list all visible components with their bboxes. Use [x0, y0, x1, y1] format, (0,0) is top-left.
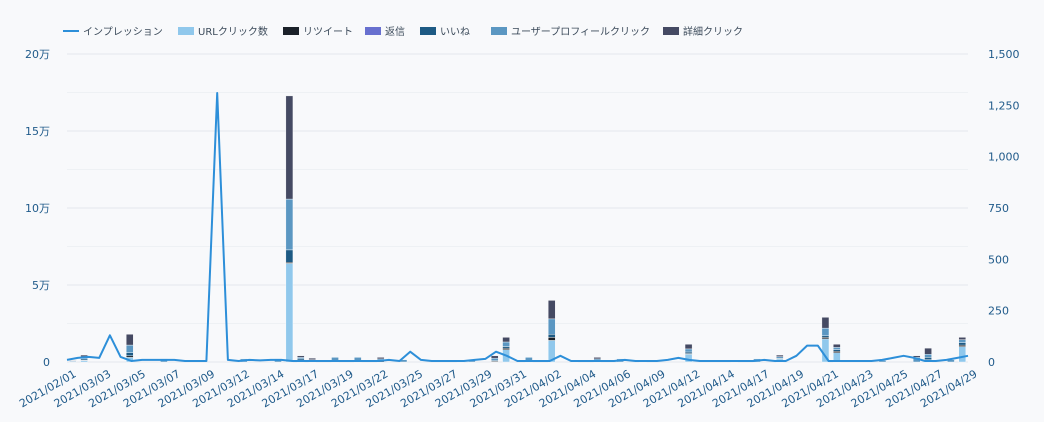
legend-label[interactable]: 返信: [385, 26, 405, 38]
bar-segment-url[interactable]: [285, 263, 294, 363]
legend-label[interactable]: URLクリック数: [198, 25, 268, 38]
bar-segment-rt[interactable]: [125, 355, 134, 358]
bar-segment-dt[interactable]: [684, 344, 693, 350]
bar-segment-pf[interactable]: [833, 347, 841, 350]
bar-segment-pf[interactable]: [125, 344, 134, 353]
bar-segment-pf[interactable]: [924, 354, 932, 358]
legend-label[interactable]: いいね: [440, 26, 470, 38]
bar-segment-dt[interactable]: [125, 334, 134, 346]
legend-swatch-5: [491, 27, 507, 35]
bar-segment-url[interactable]: [958, 346, 967, 363]
bar-segment-dt[interactable]: [833, 344, 841, 348]
y-left-tick-label: 5万: [32, 279, 50, 292]
bar-segment-dt[interactable]: [593, 357, 602, 360]
legend-swatch-4: [420, 27, 436, 35]
bar-segment-rt[interactable]: [821, 337, 830, 340]
bar-segment-rt[interactable]: [502, 347, 510, 350]
y-left-tick-label: 0: [43, 356, 50, 369]
bar-segment-pf[interactable]: [490, 357, 499, 361]
y-right-tick-label: 1,500: [988, 48, 1020, 61]
y-right-tick-label: 750: [988, 202, 1009, 215]
y-right-tick-label: 0: [988, 356, 995, 369]
bar-segment-pf[interactable]: [958, 339, 967, 343]
bar-segment-rt[interactable]: [958, 344, 967, 347]
bar-segment-pf[interactable]: [684, 348, 693, 353]
bar-segment-dt[interactable]: [68, 360, 77, 362]
bar-segment-dt[interactable]: [924, 347, 932, 355]
bar-segment-lk[interactable]: [821, 335, 830, 338]
y-left-tick-label: 20万: [25, 48, 50, 61]
y-left-tick-label: 10万: [25, 202, 50, 215]
legend-label[interactable]: リツイート: [303, 27, 353, 38]
bar-segment-lk[interactable]: [125, 352, 134, 357]
bar-segment-lk[interactable]: [924, 357, 932, 360]
bar-segment-lk[interactable]: [833, 349, 841, 352]
bar-segment-dt[interactable]: [547, 300, 556, 320]
legend-swatch-6: [663, 27, 679, 35]
bar-segment-pf[interactable]: [776, 356, 784, 359]
bar-segment-dt[interactable]: [376, 357, 385, 360]
bar-segment-pf[interactable]: [502, 341, 510, 347]
bar-segment-lk[interactable]: [502, 346, 510, 349]
legend-label[interactable]: インプレッション: [83, 26, 163, 38]
legend-label[interactable]: ユーザープロフィールクリック: [511, 26, 650, 38]
y-right-tick-label: 500: [988, 253, 1009, 266]
bar-segment-dt[interactable]: [821, 317, 830, 329]
bar-segment-rt[interactable]: [833, 351, 841, 353]
bar-segment-dt[interactable]: [285, 95, 294, 200]
bar-segment-pf[interactable]: [821, 327, 830, 337]
legend-swatch-2: [283, 27, 299, 35]
legend-swatch-1: [178, 27, 194, 35]
bar-segment-dt[interactable]: [502, 337, 510, 343]
impressions-line[interactable]: [66, 92, 969, 362]
bar-segment-dt[interactable]: [308, 357, 316, 360]
bar-segment-dt[interactable]: [776, 354, 784, 357]
y-left-tick-label: 15万: [25, 125, 50, 138]
bar-segment-dt[interactable]: [490, 355, 499, 359]
y-right-tick-label: 250: [988, 305, 1009, 318]
bar-segment-pf[interactable]: [297, 357, 305, 360]
legend-label[interactable]: 詳細クリック: [683, 25, 743, 38]
bar-segment-dt[interactable]: [297, 355, 305, 358]
y-right-tick-label: 1,250: [988, 99, 1020, 112]
bar-segment-lk[interactable]: [285, 249, 294, 263]
bar-segment-rt[interactable]: [547, 337, 556, 341]
bar-segment-dt[interactable]: [912, 355, 921, 358]
bar-segment-lk[interactable]: [684, 351, 693, 354]
y-right-tick-label: 1,000: [988, 151, 1020, 164]
legend-swatch-3: [365, 27, 381, 35]
bar-segment-pf[interactable]: [285, 198, 294, 251]
bar-segment-lk[interactable]: [547, 334, 556, 338]
bar-segment-pf[interactable]: [547, 318, 556, 335]
bar-segment-dt[interactable]: [958, 337, 967, 340]
bar-segment-lk[interactable]: [958, 342, 967, 346]
